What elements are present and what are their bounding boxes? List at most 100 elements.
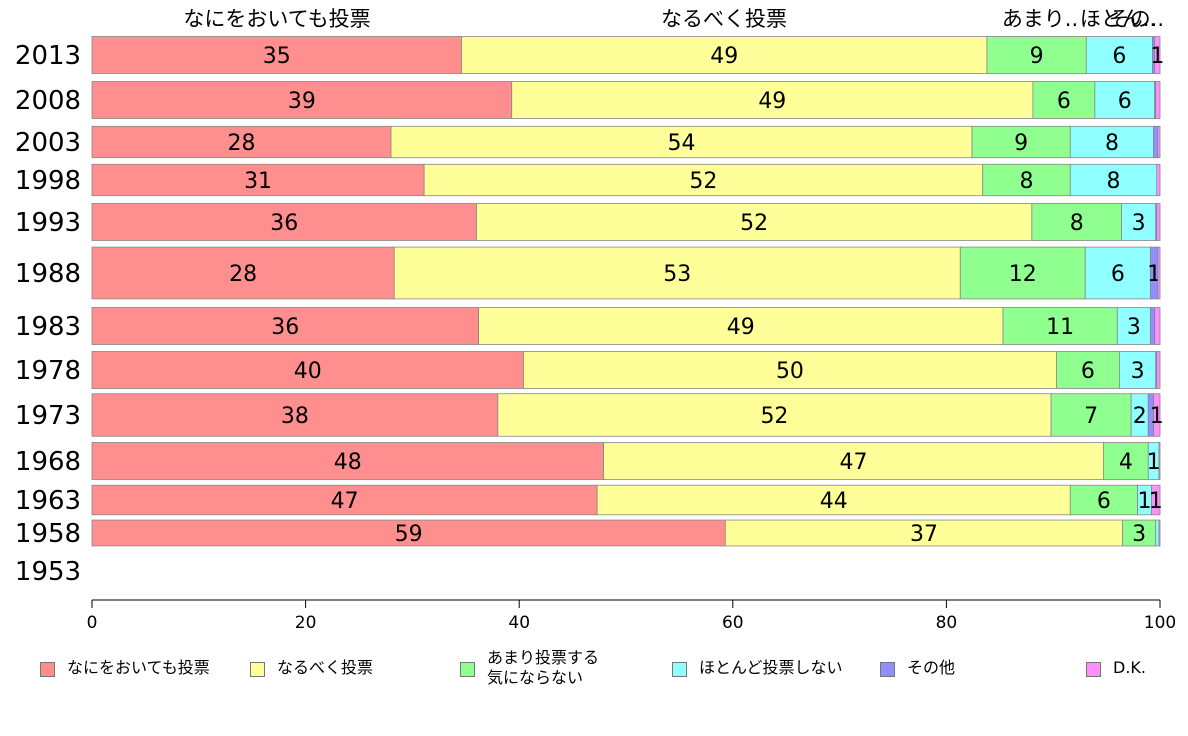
bar-segment — [91, 36, 462, 74]
legend-label: その他 — [907, 658, 956, 677]
bar-segment — [91, 393, 499, 437]
data-label: 36 — [271, 315, 299, 340]
bar-segment — [523, 351, 1057, 389]
bar-segment — [1158, 519, 1161, 547]
bar-segment — [1149, 307, 1156, 345]
data-label: 49 — [727, 315, 755, 340]
bar-segment — [91, 442, 604, 480]
data-label: 3 — [1131, 359, 1145, 384]
data-label: 7 — [1084, 404, 1098, 429]
bar-segment — [1156, 163, 1161, 197]
legend-item: ほとんど投票しない — [672, 658, 843, 678]
bar-segment — [986, 36, 1087, 74]
data-label: 9 — [1014, 131, 1028, 156]
data-label: 3 — [1127, 315, 1141, 340]
data-label: 52 — [740, 211, 768, 236]
x-tick-label: 40 — [508, 613, 530, 633]
x-tick-label: 100 — [1144, 613, 1176, 633]
bar-segment — [1121, 203, 1157, 241]
year-label: 2003 — [15, 128, 81, 158]
x-tick-label: 20 — [295, 613, 317, 633]
bar-segment — [1151, 484, 1161, 516]
data-label: 1 — [1138, 489, 1152, 514]
year-label: 1953 — [15, 557, 81, 587]
bar-segment — [393, 246, 961, 300]
data-label: 44 — [820, 489, 848, 514]
legend-label: D.K. — [1113, 658, 1146, 677]
data-label: 35 — [263, 44, 291, 69]
bar-segment — [1002, 307, 1118, 345]
bar-segment — [91, 125, 392, 159]
legend-item: D.K. — [1086, 658, 1146, 678]
bar-segment — [91, 163, 425, 197]
chart-legend: なにをおいても投票 なるべく投票 あまり投票する 気にならない ほとんど投票しない その… — [0, 648, 1188, 698]
data-label: 48 — [334, 450, 362, 475]
bar-segment — [1122, 519, 1157, 547]
year-label: 1988 — [15, 259, 81, 289]
legend-item: その他 — [880, 658, 955, 678]
bar-segment — [1157, 125, 1161, 159]
bar-segment — [1154, 307, 1161, 345]
data-label: 28 — [229, 262, 257, 287]
year-label: 1958 — [15, 519, 81, 549]
data-label: 8 — [1020, 169, 1034, 194]
data-label: 2 — [1133, 404, 1147, 429]
bar-segment — [1084, 246, 1151, 300]
year-label: 1968 — [15, 447, 81, 477]
bar-segment — [596, 484, 1071, 516]
data-label: 11 — [1046, 315, 1074, 340]
data-label: 8 — [1107, 169, 1121, 194]
legend-swatch — [40, 662, 55, 677]
data-label: 1 — [1150, 404, 1164, 429]
x-tick-label: 0 — [87, 613, 98, 633]
legend-swatch — [460, 662, 475, 677]
bar-segment — [511, 81, 1034, 119]
data-label: 1 — [1147, 450, 1161, 475]
series-top-label: なるべく投票 — [661, 7, 787, 31]
year-label: 1993 — [15, 208, 81, 238]
legend-swatch — [672, 662, 687, 677]
bar-segment — [1156, 351, 1161, 389]
data-label: 50 — [776, 359, 804, 384]
bar-segment — [1069, 163, 1158, 197]
data-label: 6 — [1118, 89, 1132, 114]
bar-segment — [724, 519, 1124, 547]
bar-segment — [1156, 203, 1161, 241]
data-label: 4 — [1119, 450, 1133, 475]
series-top-label: なにをおいても投票 — [183, 7, 370, 31]
data-label: 9 — [1030, 44, 1044, 69]
data-label: 8 — [1070, 211, 1084, 236]
legend-swatch — [250, 662, 265, 677]
data-label: 36 — [270, 211, 298, 236]
data-label: 39 — [288, 89, 316, 114]
bar-segment — [1102, 442, 1149, 480]
data-label: 37 — [910, 522, 938, 547]
x-tick-label: 80 — [936, 613, 958, 633]
data-label: 40 — [294, 359, 322, 384]
legend-item: なにをおいても投票 — [40, 658, 210, 678]
bar-segment — [478, 307, 1004, 345]
legend-label: なにをおいても投票 — [67, 658, 210, 677]
year-label: 1963 — [15, 486, 81, 516]
legend-swatch — [1086, 662, 1101, 677]
bar-segment — [1094, 81, 1156, 119]
bar-segment — [959, 246, 1086, 300]
bar-segment — [390, 125, 973, 159]
legend-label: なるべく投票 — [277, 658, 374, 677]
bar-segment — [1050, 393, 1132, 437]
bar-segment — [1069, 484, 1138, 516]
legend-label: あまり投票する 気にならない — [487, 648, 600, 687]
year-label: 1983 — [15, 312, 81, 342]
bar-segment — [91, 484, 598, 516]
bar-segment — [91, 203, 477, 241]
data-label: 6 — [1081, 359, 1095, 384]
bar-segment — [1155, 81, 1161, 119]
data-label: 47 — [331, 489, 359, 514]
year-label: 1973 — [15, 401, 81, 431]
bar-segment — [497, 393, 1052, 437]
data-label: 53 — [663, 262, 691, 287]
bar-segment — [982, 163, 1071, 197]
bar-segment — [1032, 81, 1096, 119]
legend-item: なるべく投票 — [250, 658, 373, 678]
data-label: 49 — [710, 44, 738, 69]
